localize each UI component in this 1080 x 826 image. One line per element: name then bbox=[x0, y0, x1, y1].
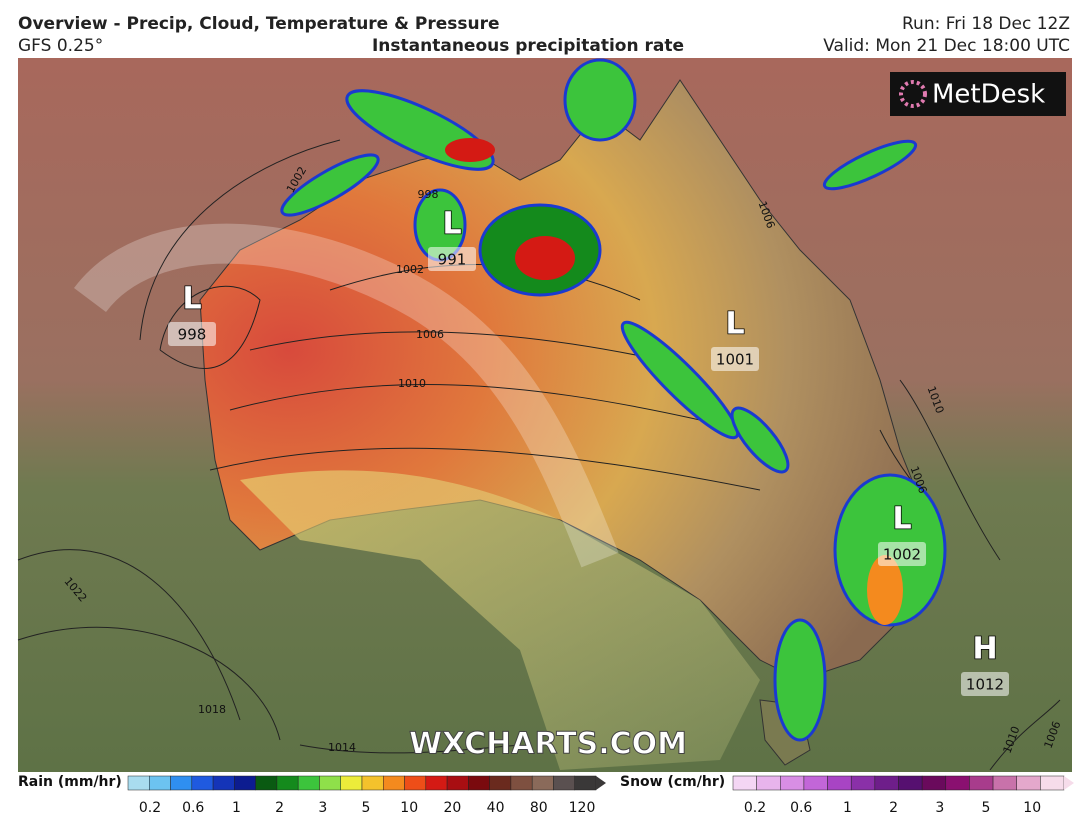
legend-swatch bbox=[732, 775, 757, 791]
center-symbol: L bbox=[182, 282, 201, 317]
legend-swatch bbox=[969, 775, 994, 791]
legends: 0.2 0.6 1 2 3 5 10 20 40 80 120 0.2 0.6 1 2 3 5 10 bbox=[127, 775, 1074, 816]
legend-arrow bbox=[1064, 776, 1074, 790]
pressure-centers: L 998 L 991 L 1001 L 1002 H 1012 bbox=[168, 206, 1009, 696]
legend-tick: 3 bbox=[935, 800, 944, 816]
legend-swatch bbox=[945, 775, 970, 791]
rain-legend-title: Rain (mm/hr) bbox=[18, 774, 122, 790]
legend-tick: 40 bbox=[487, 800, 505, 816]
product: Instantaneous precipitation rate bbox=[372, 36, 684, 56]
legend-swatch bbox=[149, 775, 171, 791]
legend-swatch bbox=[127, 775, 150, 791]
isobar-label: 998 bbox=[418, 188, 439, 201]
legend-swatch bbox=[531, 775, 554, 791]
header-bg bbox=[0, 0, 1080, 58]
center-box bbox=[428, 247, 476, 271]
legend-tick: 10 bbox=[400, 800, 418, 816]
legend-tick: 80 bbox=[530, 800, 548, 816]
legend-swatch bbox=[850, 775, 876, 791]
center-box bbox=[878, 542, 926, 566]
title: Overview - Precip, Cloud, Temperature & … bbox=[18, 14, 500, 34]
logo-box bbox=[890, 72, 1066, 116]
center-symbol: L bbox=[442, 207, 461, 242]
legend-swatch bbox=[874, 775, 899, 791]
center-value: 998 bbox=[178, 326, 207, 344]
logo-icon bbox=[899, 80, 927, 108]
legend-swatch bbox=[468, 775, 490, 791]
model: GFS 0.25° bbox=[18, 36, 103, 56]
center-symbol: L bbox=[725, 307, 744, 342]
center-value: 1002 bbox=[883, 546, 921, 564]
cloud bbox=[74, 223, 619, 568]
center-symbol: H bbox=[972, 632, 997, 667]
legend-arrow bbox=[596, 776, 606, 790]
legend-swatch bbox=[170, 775, 193, 791]
center-value: 991 bbox=[438, 251, 467, 269]
legend-tick: 2 bbox=[889, 800, 898, 816]
isobar-label: 1010 bbox=[398, 377, 426, 390]
snow-legend-title: Snow (cm/hr) bbox=[620, 774, 725, 790]
center-box bbox=[711, 347, 759, 371]
isobar-label: 1014 bbox=[328, 741, 356, 754]
legend-swatch bbox=[921, 775, 947, 791]
center-value: 1012 bbox=[966, 676, 1004, 694]
legend-swatch bbox=[1016, 775, 1041, 791]
isobar-label: 1018 bbox=[198, 703, 226, 716]
legend-swatch bbox=[803, 775, 828, 791]
legend-swatch bbox=[780, 775, 805, 791]
legend-tick: 0.6 bbox=[182, 800, 204, 816]
legend-swatch bbox=[255, 775, 278, 791]
legend-tick: 1 bbox=[232, 800, 241, 816]
legend-swatch bbox=[276, 775, 299, 791]
legend-swatch bbox=[383, 775, 405, 791]
legend-swatch bbox=[446, 775, 469, 791]
center-symbol: L bbox=[892, 502, 911, 537]
legend-tick: 20 bbox=[443, 800, 461, 816]
warm-band bbox=[240, 470, 760, 770]
valid: Valid: Mon 21 Dec 18:00 UTC bbox=[823, 36, 1070, 56]
legend-swatch bbox=[992, 775, 1017, 791]
legend-swatch bbox=[319, 775, 341, 791]
legend-swatch bbox=[756, 775, 781, 791]
watermark: WXCHARTS.COM bbox=[409, 727, 687, 762]
legend-swatch bbox=[827, 775, 852, 791]
legend-tick: 5 bbox=[982, 800, 991, 816]
isobars bbox=[17, 139, 1061, 771]
legend-swatch bbox=[361, 775, 384, 791]
isobar-label: 1002 bbox=[396, 263, 424, 276]
legend-swatch bbox=[574, 775, 597, 791]
logo: MetDesk bbox=[932, 80, 1045, 110]
legend-swatch bbox=[297, 775, 320, 791]
legend-swatch bbox=[404, 775, 427, 791]
legend-swatch bbox=[510, 775, 533, 791]
legend-swatch bbox=[553, 775, 575, 791]
legend-swatch bbox=[234, 775, 256, 791]
legend-swatch bbox=[340, 775, 363, 791]
legend-tick: 2 bbox=[275, 800, 284, 816]
center-box bbox=[961, 672, 1009, 696]
legend-swatch bbox=[1040, 775, 1065, 791]
isobar-label: 1006 bbox=[416, 328, 444, 341]
legend-swatch bbox=[489, 775, 512, 791]
legend-tick: 10 bbox=[1023, 800, 1041, 816]
legend-tick: 120 bbox=[569, 800, 596, 816]
legend-tick: 0.6 bbox=[790, 800, 812, 816]
center-box bbox=[168, 322, 216, 346]
legend-tick: 3 bbox=[318, 800, 327, 816]
legend-tick: 5 bbox=[362, 800, 371, 816]
legend-swatch bbox=[191, 775, 214, 791]
legend-swatch bbox=[425, 775, 448, 791]
legend-tick: 0.2 bbox=[744, 800, 766, 816]
legend-swatch bbox=[212, 775, 235, 791]
legend-swatch bbox=[898, 775, 923, 791]
run: Run: Fri 18 Dec 12Z bbox=[902, 14, 1070, 34]
map: 1002 998 1002 1006 1010 1006 1010 1006 1… bbox=[17, 58, 1072, 772]
center-value: 1001 bbox=[716, 351, 754, 369]
legend-tick: 0.2 bbox=[139, 800, 161, 816]
legend-tick: 1 bbox=[843, 800, 852, 816]
